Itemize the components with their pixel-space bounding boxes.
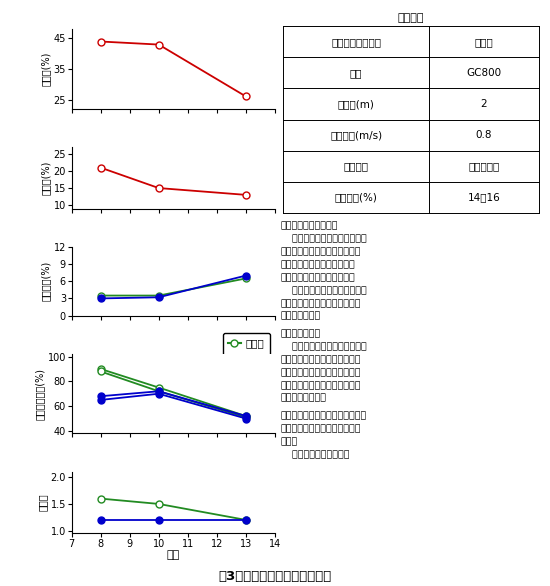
- Text: 階に分類し、粒数との加重平均: 階に分類し、粒数との加重平均: [280, 368, 361, 377]
- Text: 汚れた穀粒を取り出し、その: 汚れた穀粒を取り出し、その: [280, 342, 367, 351]
- Text: 汎用型: 汎用型: [475, 37, 493, 47]
- Text: はどの程度の割合（粒数割合）: はどの程度の割合（粒数割合）: [280, 247, 361, 256]
- Text: 注２）汚染度：: 注２）汚染度：: [280, 329, 321, 338]
- Legend: 従来機, 開発機: 従来機, 開発機: [223, 333, 270, 369]
- Text: 穀粒水分(%): 穀粒水分(%): [335, 192, 377, 202]
- Text: （生研センター方式）: （生研センター方式）: [280, 450, 350, 459]
- Text: きぬさやか: きぬさやか: [469, 161, 499, 171]
- Text: 0.8: 0.8: [476, 130, 492, 140]
- Text: １点でもあれば、汚粒としてカ: １点でもあれば、汚粒としてカ: [280, 299, 361, 308]
- Y-axis label: 穀粒損失(%): 穀粒損失(%): [41, 261, 51, 301]
- Text: 型式: 型式: [350, 68, 362, 78]
- Y-axis label: 汚粒発生割合(%): 汚粒発生割合(%): [35, 368, 45, 420]
- Text: 2: 2: [481, 99, 487, 109]
- Text: 穀粒において、汚れた箇所が: 穀粒において、汚れた箇所が: [280, 286, 367, 295]
- Text: 合および汚染度によって判断さ: 合および汚染度によって判断さ: [280, 424, 361, 433]
- Text: 注３）汚れの評価は、汚粒発生割: 注３）汚れの評価は、汚粒発生割: [280, 411, 367, 420]
- Text: 図3　開発機のほ場試験結果例: 図3 開発機のほ場試験結果例: [218, 570, 332, 583]
- X-axis label: 時刻: 時刻: [167, 550, 180, 560]
- Text: コンバインの種類: コンバインの種類: [331, 37, 381, 47]
- Text: 収穮速度(m/s): 収穮速度(m/s): [330, 130, 382, 140]
- Y-axis label: 茎水分(%): 茎水分(%): [41, 161, 51, 195]
- Text: 供試大豆: 供試大豆: [344, 161, 368, 171]
- Text: 試験条件: 試験条件: [398, 13, 425, 23]
- Text: 収穮穀粒のうち、汚れた穀粒: 収穮穀粒のうち、汚れた穀粒: [280, 234, 367, 243]
- Text: 注１）汚粒発生割合：: 注１）汚粒発生割合：: [280, 222, 338, 230]
- Text: １００％の範囲で示される。: １００％の範囲で示される。: [280, 273, 355, 282]
- Y-axis label: 汚染度: 汚染度: [38, 494, 48, 512]
- Y-axis label: 藁水分(%): 藁水分(%): [41, 52, 51, 86]
- Text: 汚れの程度で指数１～４の４段: 汚れの程度で指数１～４の４段: [280, 355, 361, 364]
- Text: であるかを示す指標で、０～: であるかを示す指標で、０～: [280, 260, 355, 269]
- Text: ウントされる。: ウントされる。: [280, 312, 321, 321]
- Text: 14～16: 14～16: [468, 192, 500, 202]
- Text: 岐り幅(m): 岐り幅(m): [338, 99, 375, 109]
- Text: で算出した汚れ指標、１～４の: で算出した汚れ指標、１～４の: [280, 381, 361, 390]
- Text: れる。: れる。: [280, 437, 298, 446]
- Text: GC800: GC800: [466, 68, 502, 78]
- Text: 範囲で示される。: 範囲で示される。: [280, 394, 327, 403]
